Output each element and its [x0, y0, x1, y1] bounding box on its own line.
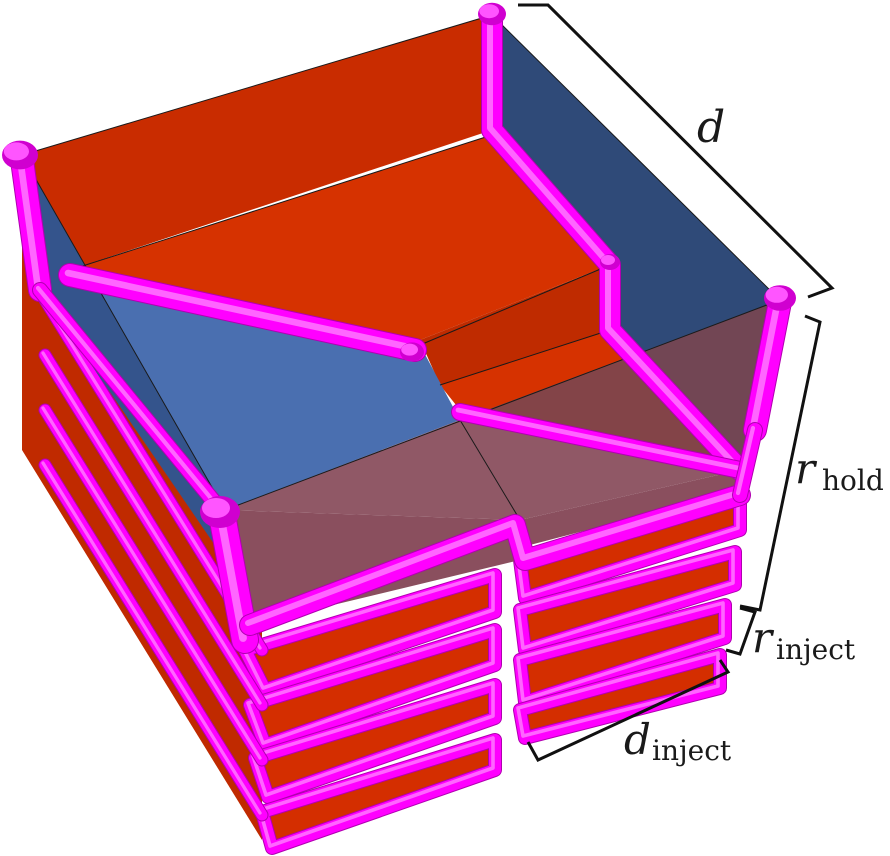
dimension-braces: [518, 3, 835, 762]
injection-plate-right-3: [520, 605, 725, 702]
injection-plate-left-rim-3: [248, 678, 502, 804]
front-wall-mauve: [225, 420, 740, 520]
front-rim: [239, 484, 751, 636]
left-bottom-rim: [32, 282, 233, 523]
post-front-right: [743, 290, 792, 442]
injection-side-rim-4: [38, 458, 269, 822]
injection-side-rim-2: [38, 348, 269, 712]
back-wall-orange: [22, 15, 492, 270]
injection-plate-right-2: [520, 552, 735, 650]
injection-plate-right-rim-4: [513, 648, 727, 745]
step-riser: [420, 265, 610, 385]
label-r-hold: r hold: [795, 444, 884, 497]
left-wall-blue: [22, 155, 460, 510]
ridge-cap-step: [600, 254, 620, 270]
ridge-cap-left: [400, 342, 424, 362]
post-cap-back-left: [2, 140, 38, 170]
label-d: d: [697, 102, 725, 153]
front-right-lower-mauve: [520, 470, 740, 545]
injection-plate-left-rim-4: [255, 733, 502, 855]
brace-d: [518, 3, 835, 299]
brace-d-inject: [526, 659, 731, 762]
label-r-hold-sub: hold: [822, 464, 884, 497]
injection-plate-left-3: [255, 685, 495, 797]
holding-region-box: [21, 14, 781, 625]
injection-plate-left-1: [245, 575, 495, 690]
injection-plate-left-4: [262, 740, 495, 848]
electrode-tubes: [2, 2, 796, 654]
label-r-inject: r inject: [752, 613, 856, 666]
injection-plate-left-rim-2: [243, 623, 502, 752]
label-r-inject-base: r: [752, 613, 775, 662]
label-d-inject: d inject: [624, 715, 732, 767]
label-d-inject-sub: inject: [652, 734, 732, 767]
brace-r-hold: [739, 314, 822, 612]
label-d-base: d: [697, 102, 725, 153]
injection-plate-right-rim-3: [513, 598, 732, 709]
injection-side-rim-3: [38, 403, 269, 767]
post-back-left: [10, 148, 52, 302]
injection-plate-left-2: [250, 630, 495, 745]
injection-plate-left-rim-1: [238, 568, 502, 697]
injection-plate-right-rim-2: [513, 545, 742, 657]
label-d-inject-base: d: [624, 715, 651, 764]
upper-floor-orange: [70, 135, 610, 340]
injection-stack-left: [22, 160, 502, 855]
label-r-inject-sub: inject: [776, 633, 856, 666]
post-cap-back-right: [478, 2, 506, 26]
post-cap-front-right: [764, 285, 796, 311]
electrode-ridge-left: [58, 263, 427, 362]
electrode-diagonal: [451, 403, 749, 479]
right-bottom-rim: [732, 422, 763, 503]
label-r-hold-base: r: [795, 444, 818, 493]
brace-r-inject: [725, 606, 757, 656]
post-cap-front-left: [200, 496, 240, 528]
